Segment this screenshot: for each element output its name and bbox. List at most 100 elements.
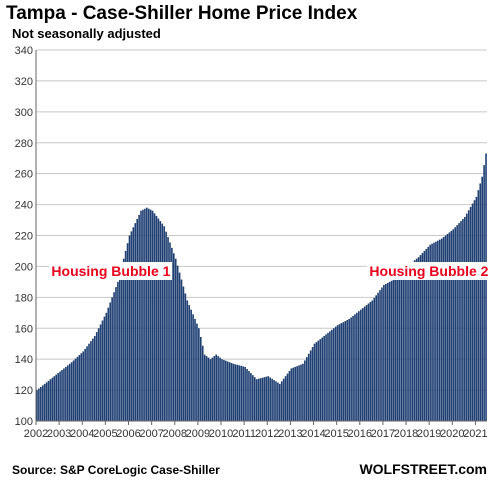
bar	[471, 203, 474, 421]
bar	[273, 380, 275, 421]
bar	[228, 362, 231, 421]
bars	[36, 153, 487, 421]
bar	[356, 312, 358, 421]
bar	[278, 383, 281, 421]
bar	[188, 305, 191, 421]
bar	[59, 371, 61, 421]
bar	[178, 272, 181, 421]
bar	[192, 314, 194, 421]
bar	[271, 378, 273, 421]
bar	[477, 190, 480, 421]
bar	[84, 348, 86, 421]
bar	[460, 221, 462, 421]
x-tick-label: 2004	[70, 428, 94, 440]
bar	[242, 366, 245, 421]
bar	[78, 355, 81, 421]
bar	[388, 281, 391, 421]
bar	[140, 210, 142, 421]
bar	[244, 366, 246, 421]
bar	[86, 346, 88, 421]
bar	[438, 239, 441, 421]
bar	[392, 279, 395, 421]
bar	[329, 331, 331, 421]
bar	[398, 274, 401, 421]
bar	[93, 335, 96, 421]
bar	[153, 213, 156, 421]
bar	[286, 373, 289, 421]
bar	[171, 247, 173, 421]
bar	[363, 306, 366, 421]
bar	[149, 209, 152, 421]
bar	[203, 354, 206, 421]
bar	[136, 219, 138, 421]
bar	[371, 300, 374, 421]
bar	[105, 312, 108, 421]
bar	[147, 208, 150, 421]
bar	[172, 253, 175, 421]
bar	[72, 360, 75, 421]
bar	[263, 377, 266, 421]
bar	[454, 227, 457, 421]
bar	[277, 382, 279, 421]
x-tick-label: 2014	[301, 428, 325, 440]
y-tick-label: 220	[15, 231, 33, 243]
bar	[63, 368, 65, 421]
bar	[61, 369, 63, 421]
bar	[280, 381, 283, 421]
bar	[53, 376, 56, 421]
y-tick-label: 260	[15, 169, 33, 181]
bar	[65, 366, 67, 421]
bar	[259, 378, 262, 421]
bar	[464, 216, 466, 421]
bar	[429, 244, 431, 421]
bar	[199, 337, 202, 421]
bar	[456, 225, 458, 421]
y-tick-label: 100	[15, 416, 33, 428]
y-tick-label: 180	[15, 292, 33, 304]
bar	[226, 361, 229, 421]
y-tick-label: 340	[15, 45, 33, 57]
bar	[390, 280, 393, 421]
bar	[396, 276, 399, 421]
bar	[437, 240, 439, 421]
bar	[219, 357, 221, 421]
bar	[444, 235, 447, 421]
bar	[317, 340, 320, 421]
bar	[163, 226, 165, 421]
bar	[338, 324, 341, 421]
bar	[234, 364, 237, 421]
bar	[130, 231, 133, 421]
bar	[134, 223, 137, 421]
bar	[49, 379, 52, 421]
x-tick-label: 2008	[163, 428, 187, 440]
bar	[402, 270, 404, 421]
x-tick-label: 2009	[186, 428, 210, 440]
bar	[319, 339, 322, 421]
bar	[321, 337, 324, 421]
x-tick-label: 2011	[232, 428, 256, 440]
bar	[379, 290, 381, 421]
x-tick-label: 2015	[324, 428, 348, 440]
bar	[146, 207, 148, 421]
bar	[269, 377, 271, 421]
bar	[288, 371, 291, 421]
x-tick-label: 2002	[24, 428, 48, 440]
bar	[323, 335, 325, 421]
bar	[452, 229, 455, 421]
bar	[483, 165, 485, 421]
bar	[313, 343, 316, 421]
bar	[45, 382, 48, 421]
bar	[400, 272, 403, 421]
x-tick-label: 2010	[209, 428, 233, 440]
bar	[469, 206, 472, 421]
bar	[423, 250, 426, 421]
bar	[159, 221, 162, 421]
bar	[481, 176, 483, 421]
bar	[304, 360, 306, 421]
bar	[431, 243, 433, 421]
bar	[47, 380, 50, 421]
bar	[151, 210, 154, 421]
bar	[427, 246, 430, 421]
bar	[246, 368, 248, 421]
bar	[82, 351, 85, 421]
